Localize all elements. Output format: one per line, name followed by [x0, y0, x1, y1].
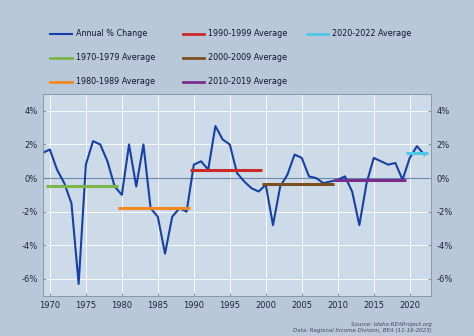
Text: 1990-1999 Average: 1990-1999 Average [208, 29, 287, 38]
Text: 1970-1979 Average: 1970-1979 Average [76, 53, 155, 62]
Text: 2020-2022 Average: 2020-2022 Average [332, 29, 411, 38]
Text: 2010-2019 Average: 2010-2019 Average [208, 77, 287, 86]
Text: 2000-2009 Average: 2000-2009 Average [208, 53, 287, 62]
Text: 1980-1989 Average: 1980-1989 Average [76, 77, 155, 86]
Text: Annual % Change: Annual % Change [76, 29, 147, 38]
Text: Source: Idaho.REAProject.org
Data: Regional Income Division, BEA (11-16-2023): Source: Idaho.REAProject.org Data: Regio… [292, 322, 431, 333]
